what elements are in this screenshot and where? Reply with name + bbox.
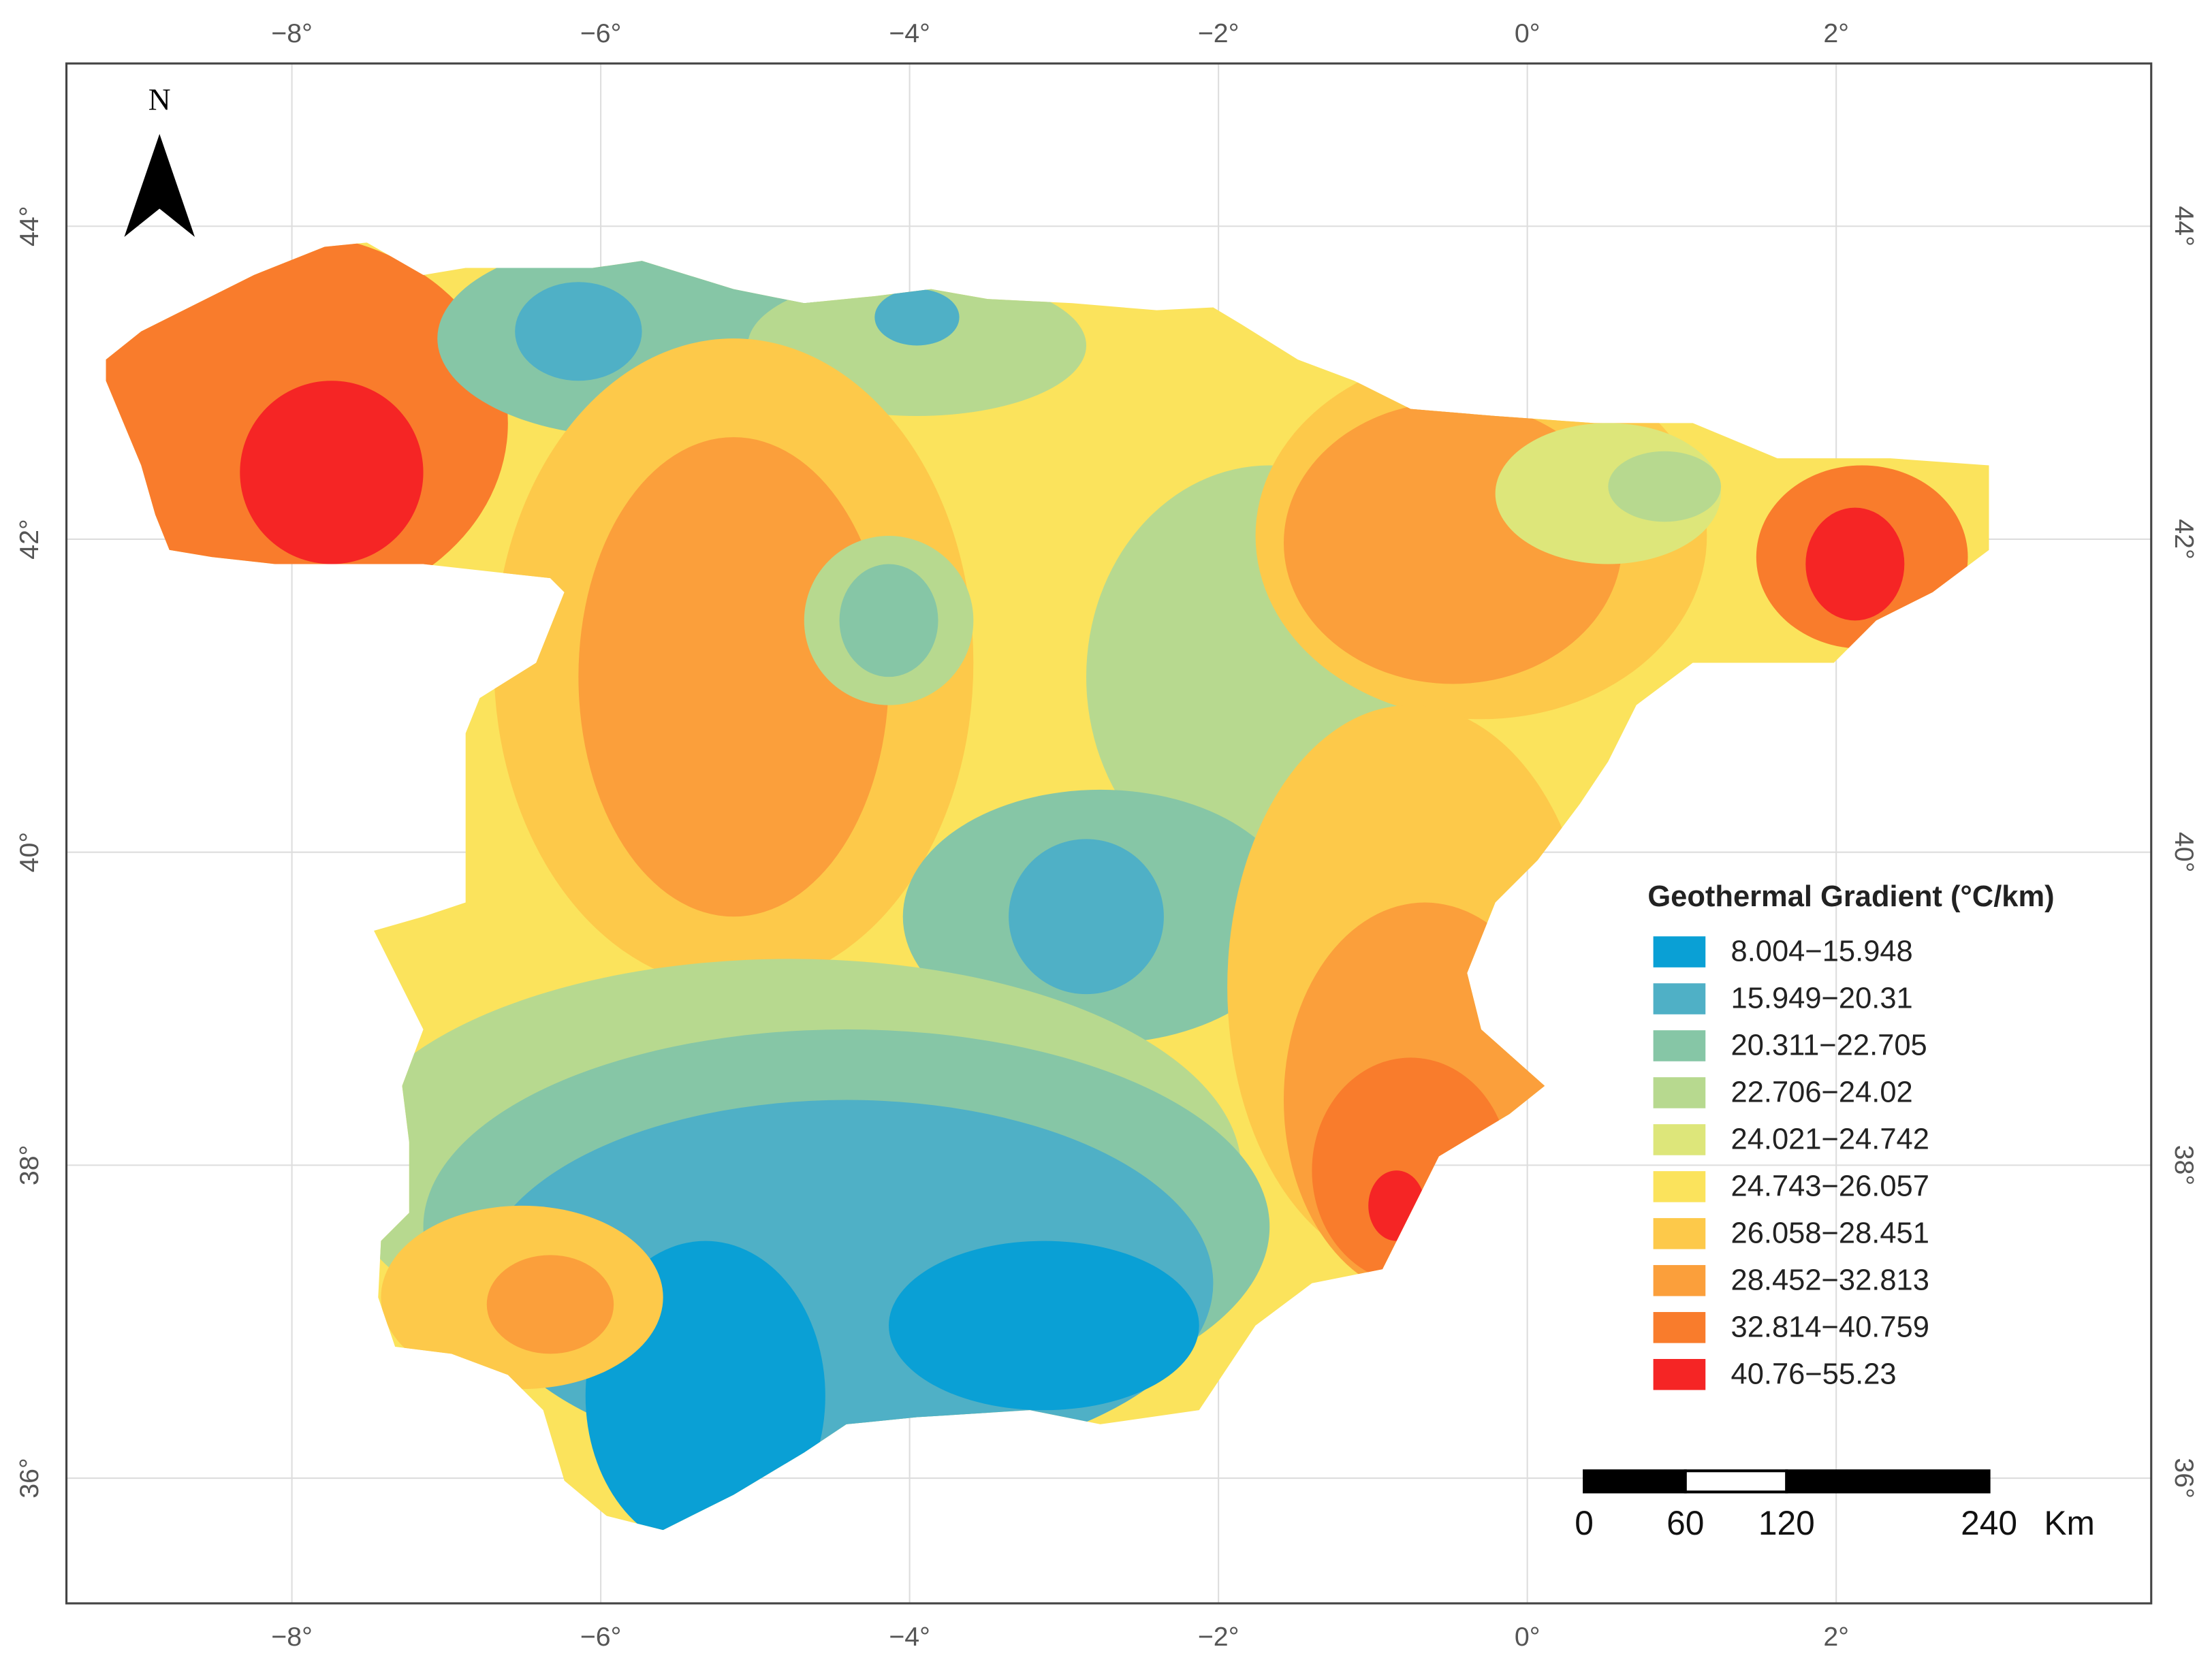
x-tick-label-top: −6° xyxy=(580,18,622,48)
gradient-zone xyxy=(578,437,889,917)
x-tick-label-bottom: −2° xyxy=(1198,1622,1239,1652)
map-frame xyxy=(65,62,2153,1605)
x-tick-label-bottom: −4° xyxy=(889,1622,930,1652)
scale-bar: 0 60 120 240 Km xyxy=(1575,1469,2095,1542)
gradient-zone xyxy=(1312,1057,1510,1283)
y-tick-label-right: 36° xyxy=(2169,1458,2199,1499)
legend-label: 22.706−24.02 xyxy=(1731,1076,1913,1109)
y-tick-label-left: 36° xyxy=(14,1458,44,1499)
scale-segment xyxy=(1684,1469,1788,1494)
x-tick-label-top: −2° xyxy=(1198,18,1239,48)
x-tick-label-bottom: 0° xyxy=(1515,1622,1540,1652)
legend-swatch xyxy=(1653,1030,1706,1061)
y-tick-label-right: 38° xyxy=(2169,1145,2199,1186)
y-tick-label-left: 42° xyxy=(14,519,44,559)
legend-label: 28.452−32.813 xyxy=(1731,1264,1929,1296)
legend-label: 24.021−24.742 xyxy=(1731,1123,1929,1155)
gradient-zone xyxy=(839,564,938,677)
gradient-zone xyxy=(1368,1170,1425,1241)
legend: 8.004−15.948 15.949−20.31 20.311−22.705 22.… xyxy=(1653,935,1929,1390)
legend-label: 24.743−26.057 xyxy=(1731,1170,1929,1202)
gradient-zone xyxy=(1805,507,1905,621)
north-arrow xyxy=(124,133,195,237)
legend-label: 20.311−22.705 xyxy=(1731,1029,1927,1062)
y-tick-label-right: 44° xyxy=(2169,206,2199,246)
legend-label: 32.814−40.759 xyxy=(1731,1311,1929,1343)
legend-swatch xyxy=(1653,1312,1706,1343)
scale-label: 60 xyxy=(1666,1504,1704,1542)
x-tick-label-bottom: −8° xyxy=(271,1622,313,1652)
gradient-zone xyxy=(889,1241,1199,1411)
y-tick-label-right: 40° xyxy=(2169,832,2199,873)
legend-label: 40.76−55.23 xyxy=(1731,1358,1897,1390)
legend-swatch xyxy=(1653,1218,1706,1249)
legend-swatch xyxy=(1653,983,1706,1014)
legend-label: 8.004−15.948 xyxy=(1731,935,1913,968)
legend-swatch xyxy=(1653,1077,1706,1108)
legend-swatch xyxy=(1653,936,1706,967)
gradient-zone xyxy=(874,289,960,346)
north-label: N xyxy=(148,82,171,117)
legend-swatch xyxy=(1653,1124,1706,1155)
scale-segment xyxy=(1583,1469,1687,1494)
x-tick-label-top: 0° xyxy=(1515,18,1540,48)
y-tick-label-left: 40° xyxy=(14,832,44,873)
gradient-zone xyxy=(240,381,424,564)
x-tick-label-top: −8° xyxy=(271,18,313,48)
scale-label: 240 xyxy=(1961,1504,2017,1542)
legend-swatch xyxy=(1653,1359,1706,1390)
gradient-zone xyxy=(1608,451,1722,522)
legend-swatch xyxy=(1653,1171,1706,1202)
x-tick-label-bottom: −6° xyxy=(580,1622,622,1652)
scale-label: 0 xyxy=(1575,1504,1594,1542)
x-tick-label-top: −4° xyxy=(889,18,930,48)
y-tick-label-right: 42° xyxy=(2169,519,2199,560)
gradient-zone xyxy=(486,1255,614,1354)
y-tick-label-left: 38° xyxy=(14,1145,44,1186)
legend-label: 26.058−28.451 xyxy=(1731,1217,1929,1249)
x-tick-label-top: 2° xyxy=(1823,18,1849,48)
legend-label: 15.949−20.31 xyxy=(1731,982,1913,1015)
y-tick-label-left: 44° xyxy=(14,206,44,246)
scale-unit: Km xyxy=(2044,1504,2095,1542)
x-tick-label-bottom: 2° xyxy=(1823,1622,1849,1652)
gradient-zone xyxy=(515,282,642,381)
scale-label: 120 xyxy=(1758,1504,1815,1542)
legend-swatch xyxy=(1653,1265,1706,1296)
gradient-zone xyxy=(1009,839,1164,995)
legend-title: Geothermal Gradient (°C/km) xyxy=(1647,880,2054,913)
scale-segment xyxy=(1785,1469,1991,1494)
